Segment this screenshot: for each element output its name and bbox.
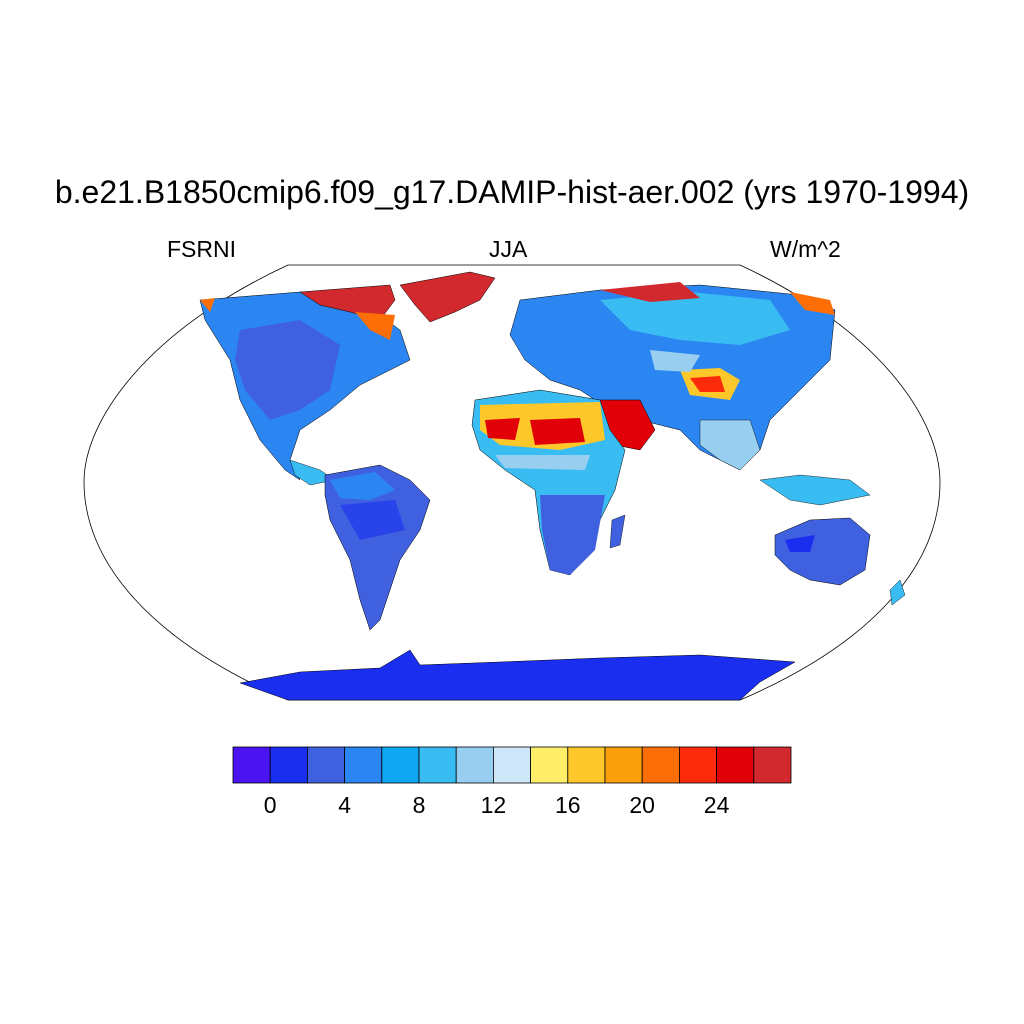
plot-title: b.e21.B1850cmip6.f09_g17.DAMIP-hist-aer.…: [54, 174, 970, 210]
colorbar-tick-label: 24: [704, 792, 730, 818]
units-label: W/m^2: [770, 236, 841, 262]
colorbar-swatch: [679, 746, 718, 784]
colorbar-swatch: [418, 746, 457, 784]
colorbar-swatch: [344, 746, 383, 784]
greenland: [399, 271, 496, 323]
eurasia: [509, 282, 836, 471]
colorbar-tick-label: 8: [413, 792, 426, 818]
australia-interior: [785, 535, 815, 552]
colorbar-swatch: [381, 746, 420, 784]
colorbar-swatch: [753, 746, 792, 784]
colorbar-swatch: [232, 746, 271, 784]
north-america: [199, 284, 411, 486]
new-zealand: [889, 579, 906, 606]
colorbar-swatch: [530, 746, 569, 784]
colorbar-tick-label: 16: [555, 792, 581, 818]
colorbar-tick-label: 20: [629, 792, 655, 818]
africa: [471, 389, 626, 576]
colorbar-tick-label: 4: [338, 792, 351, 818]
colorbar-swatch: [269, 746, 308, 784]
colorbar-tick-label: 0: [264, 792, 277, 818]
south-america: [324, 464, 431, 631]
colorbar-swatch: [455, 746, 494, 784]
southeast-asia-islands: [759, 474, 871, 506]
colorbar-swatch: [567, 746, 606, 784]
australia: [774, 517, 871, 586]
colorbar-swatch: [306, 746, 345, 784]
variable-label: FSRNI: [167, 236, 236, 262]
colorbar-swatch: [492, 746, 531, 784]
colorbar-swatch: [604, 746, 643, 784]
season-label: JJA: [489, 236, 528, 262]
madagascar: [609, 514, 626, 549]
colorbar-swatch: [641, 746, 680, 784]
antarctica: [239, 649, 796, 701]
colorbar-swatch: [716, 746, 755, 784]
colorbar-tick-label: 12: [481, 792, 507, 818]
